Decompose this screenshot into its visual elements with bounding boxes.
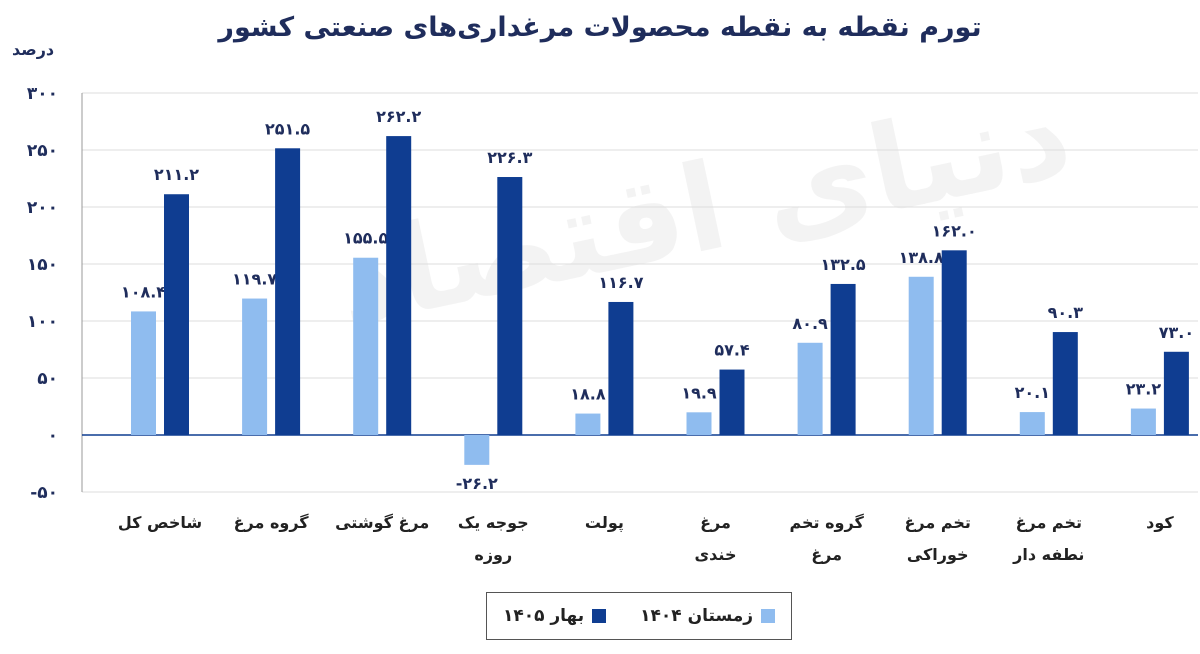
y-tick-label: ۱۵۰ bbox=[27, 255, 58, 275]
x-category-label: پولت bbox=[585, 513, 624, 533]
data-label-winter: ۱۹.۹ bbox=[681, 383, 717, 402]
legend-label-spring: بهار ۱۴۰۵ bbox=[502, 606, 585, 626]
y-tick-label: ۵۰ bbox=[37, 369, 58, 389]
x-category-label: مرغ bbox=[700, 513, 731, 532]
bar-spring bbox=[164, 194, 189, 435]
legend-item-spring: بهار ۱۴۰۵ bbox=[502, 606, 607, 626]
y-axis-unit-label: درصد bbox=[12, 40, 55, 59]
x-category-label: نطفه دار bbox=[1012, 545, 1084, 564]
y-tick-label: ۱۰۰ bbox=[27, 312, 58, 332]
x-category-label: گروه تخم bbox=[789, 513, 864, 532]
data-label-winter: ۱۱۹.۷ bbox=[232, 270, 277, 289]
bar-spring bbox=[386, 136, 412, 436]
bar-spring bbox=[719, 369, 745, 435]
data-label-winter: ۲۳.۲ bbox=[1126, 380, 1162, 399]
bar-spring bbox=[1052, 332, 1078, 435]
x-category-label: جوجه یک bbox=[458, 513, 529, 532]
bar-winter bbox=[1019, 412, 1045, 435]
bar-spring bbox=[941, 250, 967, 435]
bar-winter bbox=[242, 298, 268, 435]
data-label-spring: ۱۶۲.۰ bbox=[932, 221, 977, 240]
bar-winter bbox=[131, 311, 156, 435]
data-label-winter: ۱۵۵.۵ bbox=[343, 229, 388, 248]
x-category-label: گروه مرغ bbox=[234, 513, 310, 532]
bar-spring bbox=[830, 283, 856, 435]
data-label-spring: ۵۷.۴ bbox=[714, 341, 750, 360]
bar-winter bbox=[797, 342, 823, 435]
x-category-label: شاخص کل bbox=[118, 513, 202, 532]
data-label-winter: ۲۰.۱ bbox=[1015, 383, 1050, 402]
bar-winter bbox=[575, 413, 601, 435]
data-label-spring: ۲۱۱.۲ bbox=[154, 165, 199, 184]
bar-winter bbox=[353, 257, 379, 435]
y-tick-label: ۰ bbox=[48, 426, 58, 446]
bar-winter bbox=[1130, 408, 1156, 435]
legend-swatch-winter bbox=[761, 609, 776, 623]
chart-legend: زمستان ۱۴۰۴ بهار ۱۴۰۵ bbox=[486, 592, 792, 640]
x-category-label: تخم مرغ bbox=[1016, 513, 1082, 532]
data-label-spring: ۲۵۱.۵ bbox=[265, 119, 310, 138]
x-category-label: تخم مرغ bbox=[904, 513, 970, 532]
x-category-label: مرغ گوشتی bbox=[335, 513, 429, 532]
data-label-winter: ۸۰.۹ bbox=[792, 314, 828, 333]
y-tick-label: ۳۰۰ bbox=[27, 84, 58, 104]
data-label-spring: ۹۰.۳ bbox=[1048, 303, 1084, 322]
bar-winter bbox=[908, 276, 934, 435]
bar-winter bbox=[686, 412, 712, 435]
bar-spring bbox=[1163, 351, 1189, 435]
x-category-label: خوراکی bbox=[907, 545, 969, 564]
data-label-spring: ۱۱۶.۷ bbox=[598, 273, 643, 292]
x-category-label: روزه bbox=[474, 545, 512, 564]
y-tick-label: ۲۰۰ bbox=[27, 198, 58, 218]
data-label-spring: ۲۲۶.۳ bbox=[487, 148, 532, 167]
data-label-spring: ۲۶۲.۲ bbox=[376, 107, 421, 126]
bar-winter bbox=[464, 435, 490, 465]
data-label-winter: -۲۶.۲ bbox=[456, 474, 498, 493]
y-tick-label: ۲۵۰ bbox=[27, 141, 58, 161]
data-label-winter: ۱۳۸.۸ bbox=[899, 248, 944, 267]
data-label-winter: ۱۰۸.۴ bbox=[121, 282, 166, 301]
data-label-winter: ۱۸.۸ bbox=[570, 385, 606, 404]
x-category-label: مرغ bbox=[811, 545, 842, 564]
legend-label-winter: زمستان ۱۴۰۴ bbox=[640, 606, 754, 626]
y-tick-label: -۵۰ bbox=[30, 483, 58, 503]
data-label-spring: ۱۳۲.۵ bbox=[821, 255, 866, 274]
x-category-label: کود bbox=[1146, 513, 1174, 532]
bar-spring bbox=[275, 148, 301, 436]
legend-swatch-spring bbox=[592, 609, 607, 623]
legend-item-winter: زمستان ۱۴۰۴ bbox=[640, 606, 776, 626]
chart-title: تورم نقطه به نقطه محصولات مرغداری‌های صن… bbox=[218, 12, 982, 43]
bar-spring bbox=[497, 177, 523, 435]
x-category-label: خندی bbox=[695, 545, 737, 564]
data-label-spring: ۷۳.۰ bbox=[1159, 323, 1194, 342]
bar-spring bbox=[608, 301, 634, 435]
